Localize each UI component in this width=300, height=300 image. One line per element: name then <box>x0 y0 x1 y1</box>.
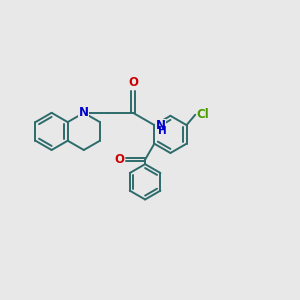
Text: N: N <box>155 119 166 132</box>
Text: N: N <box>79 106 89 119</box>
Text: O: O <box>128 76 138 89</box>
Text: H: H <box>158 126 167 136</box>
Text: Cl: Cl <box>197 108 209 121</box>
Text: O: O <box>115 153 125 166</box>
